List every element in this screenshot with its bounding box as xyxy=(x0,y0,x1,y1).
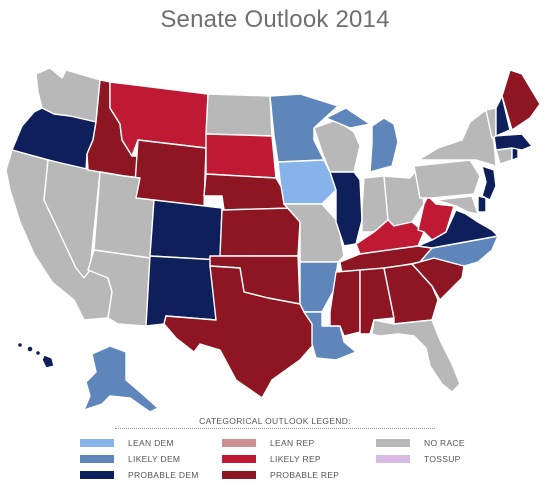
state-ms[interactable] xyxy=(329,269,361,337)
state-mi[interactable] xyxy=(325,107,399,173)
state-nj[interactable] xyxy=(481,165,497,201)
state-hi[interactable] xyxy=(16,341,55,369)
state-co[interactable] xyxy=(149,199,223,261)
state-md[interactable] xyxy=(435,195,479,215)
legend-label: NO RACE xyxy=(424,438,465,448)
state-mo[interactable] xyxy=(283,203,345,263)
state-ia[interactable] xyxy=(277,159,337,205)
legend-item-probable-rep: PROBABLE REP xyxy=(222,469,339,481)
legend-label: LIKELY DEM xyxy=(128,454,181,464)
state-mn[interactable] xyxy=(269,93,339,163)
state-pa[interactable] xyxy=(413,159,481,199)
legend-label: LIKELY REP xyxy=(270,454,321,464)
state-sd[interactable] xyxy=(205,133,277,179)
state-ks[interactable] xyxy=(219,207,301,257)
legend-item-likely-dem: LIKELY DEM xyxy=(80,453,180,465)
state-tx[interactable] xyxy=(163,265,315,399)
legend-item-lean-dem: LEAN DEM xyxy=(80,437,174,449)
state-nh[interactable] xyxy=(495,95,511,137)
state-ri[interactable] xyxy=(511,147,519,161)
legend-item-likely-rep: LIKELY REP xyxy=(222,453,321,465)
legend-label: LEAN REP xyxy=(270,438,315,448)
state-fl[interactable] xyxy=(371,319,461,393)
legend-swatch xyxy=(222,439,256,447)
state-nm[interactable] xyxy=(145,255,221,327)
state-ak[interactable] xyxy=(83,345,159,413)
legend-swatch xyxy=(376,439,410,447)
legend-label: PROBABLE REP xyxy=(270,470,340,480)
legend-swatch xyxy=(80,439,114,447)
page-title: Senate Outlook 2014 xyxy=(160,6,390,33)
legend-swatch xyxy=(376,455,410,463)
legend-swatch xyxy=(80,455,114,463)
legend-swatch xyxy=(80,471,114,479)
state-de[interactable] xyxy=(477,195,487,213)
legend-title: CATEGORICAL OUTLOOK LEGEND: xyxy=(199,416,351,426)
legend-label: PROBABLE DEM xyxy=(128,470,199,480)
legend-item-probable-dem: PROBABLE DEM xyxy=(80,469,199,481)
legend-swatch xyxy=(222,471,256,479)
state-ma[interactable] xyxy=(493,133,533,151)
legend-divider xyxy=(115,428,435,429)
state-wy[interactable] xyxy=(133,139,207,207)
state-me[interactable] xyxy=(501,69,541,131)
state-ny[interactable] xyxy=(417,109,497,167)
legend-item-lean-rep: LEAN REP xyxy=(222,437,314,449)
state-nd[interactable] xyxy=(205,93,273,137)
legend-item-tossup: TOSSUP xyxy=(376,453,461,465)
legend-swatch xyxy=(222,455,256,463)
legend-label: TOSSUP xyxy=(424,454,461,464)
legend-item-no-race: NO RACE xyxy=(376,437,465,449)
state-la[interactable] xyxy=(303,311,357,361)
legend-label: LEAN DEM xyxy=(128,438,174,448)
